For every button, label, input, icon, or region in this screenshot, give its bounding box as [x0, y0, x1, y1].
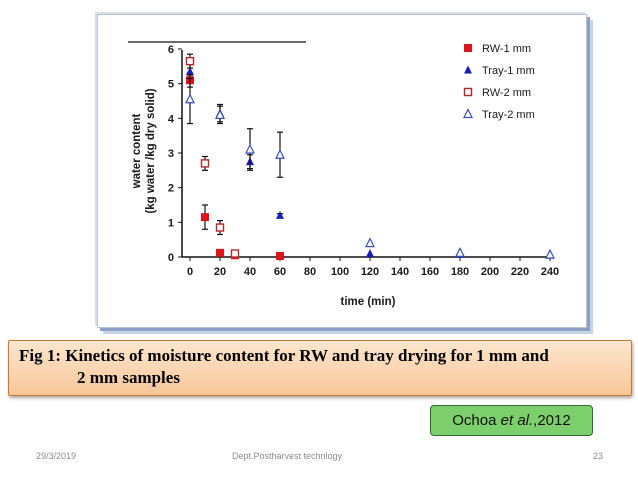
x-tick-label: 40	[244, 266, 256, 278]
series-rw-2-mm	[185, 53, 240, 258]
data-point-marker	[216, 248, 224, 257]
data-point-marker	[185, 56, 195, 66]
citation-year: ,2012	[533, 412, 571, 429]
x-tick-label: 0	[187, 266, 193, 278]
x-tick-label: 20	[214, 266, 226, 278]
caption-line2: 2 mm samples	[77, 368, 180, 387]
legend-label: RW-1 mm	[482, 43, 531, 55]
x-tick-label: 200	[481, 266, 499, 278]
x-tick-label: 80	[304, 266, 316, 278]
data-point-marker	[186, 67, 194, 76]
moisture-kinetics-chart: 0 20 40 60 80 100 120 140 160 180 200 220 240 0 1 2 3 4 5…	[128, 41, 559, 308]
y-tick-label: 5	[168, 79, 174, 91]
data-point-marker	[366, 249, 374, 258]
data-point-marker	[464, 65, 472, 74]
data-point-marker	[276, 210, 284, 219]
data-point-marker	[464, 44, 472, 52]
x-tick-label: 120	[361, 266, 379, 278]
series-tray-2-mm	[185, 74, 555, 259]
x-tick-label: 100	[331, 266, 349, 278]
x-tick-label: 180	[451, 266, 469, 278]
x-tick-label: 60	[274, 266, 286, 278]
x-tick-label: 160	[421, 266, 439, 278]
y-tick-label: 6	[168, 44, 174, 56]
x-axis-title: time (min)	[341, 296, 396, 308]
y-axis-title-line1: water content	[131, 113, 143, 189]
x-tick-label: 140	[391, 266, 409, 278]
figure-caption: Fig 1: Kinetics of moisture content for …	[8, 340, 632, 396]
citation-badge: Ochoa et al.,2012	[430, 405, 593, 436]
legend-label: RW-2 mm	[482, 87, 531, 99]
series-rw-1-mm	[186, 72, 284, 260]
x-tick-label: 220	[511, 266, 529, 278]
y-axis-title-line2: (kg water /kg dry solid)	[145, 88, 157, 213]
data-point-marker	[463, 87, 473, 97]
data-point-marker	[365, 237, 375, 248]
y-tick-label: 0	[168, 252, 174, 264]
footer-date: 29/3/2019	[36, 451, 77, 461]
citation-etal: et al.	[500, 412, 534, 429]
citation-author: Ochoa	[452, 412, 501, 429]
x-tick-label: 240	[541, 266, 559, 278]
caption-line1: Fig 1: Kinetics of moisture content for …	[19, 346, 549, 365]
figure-frame: 0 20 40 60 80 100 120 140 160 180 200 220 240 0 1 2 3 4 5…	[97, 14, 587, 328]
data-point-marker	[200, 159, 210, 168]
data-point-marker	[201, 213, 209, 222]
data-point-marker	[185, 93, 195, 104]
data-point-marker	[245, 143, 255, 154]
y-tick-label: 2	[168, 183, 174, 195]
y-tick-label: 3	[168, 148, 174, 160]
legend-label: Tray-1 mm	[482, 65, 535, 77]
data-point-marker	[215, 109, 225, 119]
footer-page-number: 23	[593, 451, 604, 461]
y-tick-label: 1	[168, 217, 174, 229]
y-tick-label: 4	[168, 113, 175, 125]
data-point-marker	[215, 223, 225, 232]
data-point-marker	[463, 108, 473, 119]
data-point-marker	[275, 148, 285, 159]
data-point-marker	[230, 249, 240, 258]
data-point-marker	[276, 251, 284, 260]
legend-label: Tray-2 mm	[482, 109, 535, 121]
data-point-marker	[455, 246, 465, 257]
footer-department: Dept.Postharvest technlogy	[232, 451, 343, 461]
data-point-marker	[545, 248, 555, 259]
